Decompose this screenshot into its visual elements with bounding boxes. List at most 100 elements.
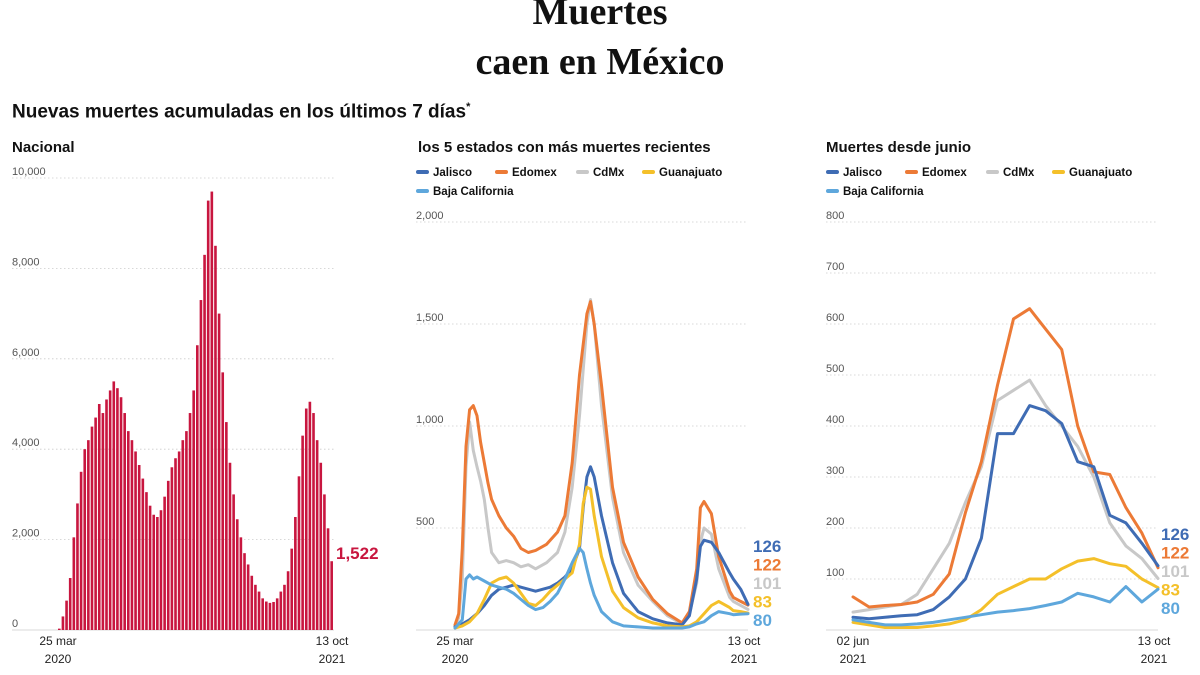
y-tick-label-0-2: 4,000 [12,437,40,449]
panel-title-junio: Muertes desde junio [826,139,972,156]
bar-7 [83,449,87,630]
end-label-2-guanajuato: 83 [1161,581,1180,600]
legend-swatch-guanajuato-2 [1052,169,1065,174]
x-end-year-2: 2021 [1141,652,1168,666]
bar-59 [272,601,275,630]
x-start-label-1: 25 mar [436,634,473,648]
x-start-year-2: 2021 [840,652,867,666]
bar-15 [112,381,116,630]
legend-label-edomex-2: Edomex [922,167,967,179]
legend-label-cdmx-2: CdMx [1003,167,1035,179]
x-end-label-0: 13 oct [316,634,349,648]
bar-56 [261,598,264,630]
bar-53 [250,575,254,630]
legend-label-baja-california: Baja California [433,186,514,198]
x-start-label-0: 25 mar [39,634,76,648]
legend-swatch-jalisco-2 [826,169,839,174]
legend-item-guanajuato-2: Guanajuato [1052,167,1132,179]
bar-73 [323,494,326,630]
legend-item-guanajuato: Guanajuato [642,167,722,179]
bar-26 [152,514,156,630]
y-tick-label-1-4: 2,000 [416,210,444,222]
panel-title-nacional: Nacional [12,139,75,156]
bar-11 [97,404,101,630]
bar-62 [283,584,286,630]
bar-67 [301,435,304,630]
legend-swatch-cdmx-2 [986,169,999,174]
legend-label-guanajuato-2: Guanajuato [1069,167,1133,179]
x-start-label-2: 02 jun [837,634,870,648]
bar-38 [196,345,199,630]
subtitle-footnote-mark: * [466,101,471,113]
series-line-1-guanajuato [453,485,750,630]
end-label-2-edomex: 122 [1161,544,1189,563]
bar-51 [243,553,246,630]
y-tick-label-0-5: 10,000 [12,166,46,178]
legend-swatch-baja-california-2 [826,188,839,193]
bar-74 [326,528,330,630]
subtitle-text: Nuevas muertes acumuladas en los últimos… [12,101,467,123]
legend-swatch-edomex-2 [905,169,918,174]
legend-swatch-cdmx [576,169,589,174]
end-label-2-cdmx: 101 [1161,562,1189,581]
legend-item-baja-california-2: Baja California [826,186,924,198]
legend-label-baja-california-2: Baja California [843,186,924,198]
panel-title-estados: los 5 estados con más muertes recientes [418,139,711,156]
legend-swatch-edomex [495,169,508,174]
legend-swatch-guanajuato [642,169,655,174]
bar-71 [315,440,319,630]
bar-44 [217,313,221,630]
x-end-label-2: 13 oct [1138,634,1171,648]
y-tick-label-2-4: 400 [826,414,844,426]
bar-32 [174,458,177,630]
bar-10 [94,417,97,630]
y-tick-label-2-3: 300 [826,465,844,477]
bar-42 [210,191,214,630]
bar-2 [65,600,68,630]
x-end-year-0: 2021 [319,652,346,666]
y-tick-label-2-2: 200 [826,516,844,528]
title-line-1: Muertes [532,0,668,33]
bar-30 [166,480,170,630]
bar-21 [134,451,137,630]
end-label-1-guanajuato: 83 [753,593,772,612]
end-label-1-baja-california: 80 [753,611,772,630]
bar-41 [206,200,210,630]
bar-14 [108,390,112,630]
subtitle: Nuevas muertes acumuladas en los últimos… [12,101,470,123]
bar-19 [127,431,130,630]
y-tick-label-0-4: 8,000 [12,256,40,268]
y-tick-label-0-3: 6,000 [12,347,40,359]
series-line-2-cdmx [851,378,1160,614]
bar-52 [246,564,250,630]
bar-54 [254,584,257,630]
bar-40 [203,254,206,630]
last-value-label: 1,522 [336,544,379,563]
x-start-year-1: 2020 [442,652,469,666]
legend-item-edomex-2: Edomex [905,167,967,179]
end-label-1-edomex: 122 [753,556,781,575]
bar-29 [163,496,166,630]
bar-68 [304,408,308,630]
bar-39 [199,300,203,630]
bar-8 [87,440,90,630]
end-label-1-jalisco: 126 [753,537,781,556]
bar-66 [297,476,301,630]
bar-55 [257,591,261,630]
bar-20 [130,440,134,630]
x-end-label-1: 13 oct [728,634,761,648]
bar-18 [123,413,126,630]
end-label-2-baja-california: 80 [1161,599,1180,618]
y-tick-label-1-3: 1,500 [416,312,444,324]
bar-25 [148,505,152,630]
bar-17 [119,397,123,630]
bar-24 [145,492,148,630]
bar-3 [68,578,72,630]
bar-33 [177,451,181,630]
legend-item-cdmx-2: CdMx [986,167,1034,179]
end-label-1-cdmx: 101 [753,574,781,593]
bar-72 [319,462,323,630]
bar-64 [290,548,294,630]
series-line-2-guanajuato [851,557,1160,629]
y-tick-label-0-1: 2,000 [12,528,40,540]
